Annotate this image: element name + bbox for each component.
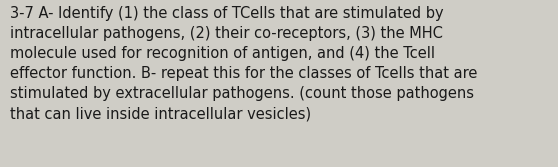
Text: 3-7 A- Identify (1) the class of TCells that are stimulated by
intracellular pat: 3-7 A- Identify (1) the class of TCells … [10,6,478,121]
